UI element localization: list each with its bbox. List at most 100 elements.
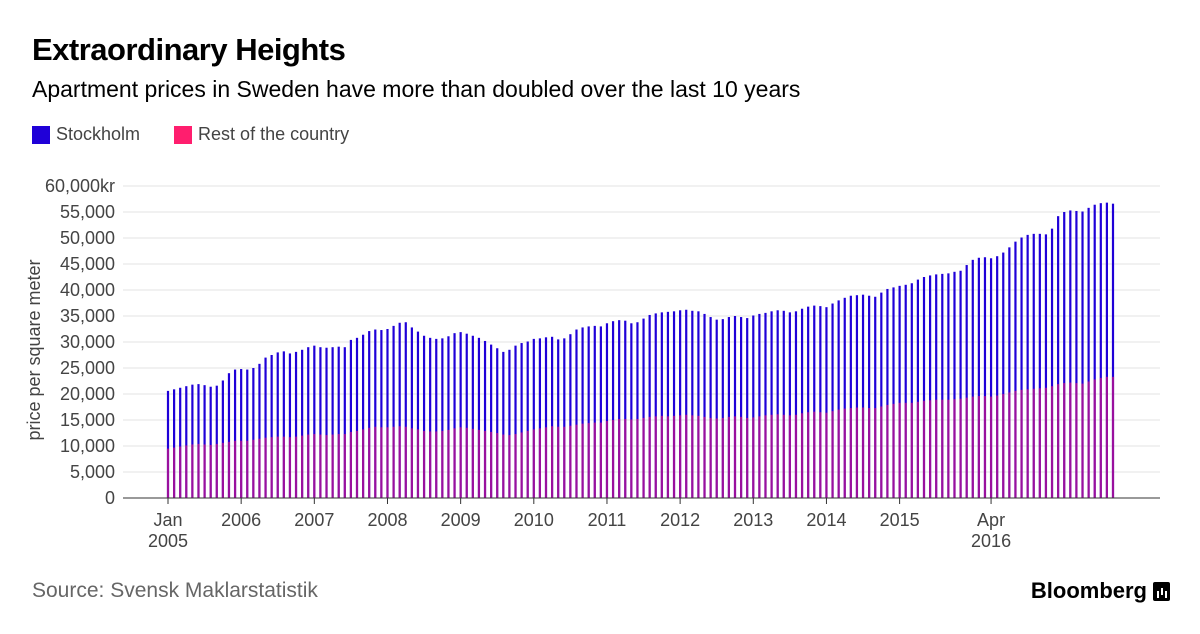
bar-rest-of-country [1075,383,1078,498]
bar-rest-of-country [1050,386,1054,498]
bar-rest-of-country [386,427,389,498]
bar-rest-of-country [447,429,450,498]
bar-stockholm [398,322,401,498]
bar-rest-of-country [270,437,273,498]
bar-rest-of-country [483,430,487,498]
bar-rest-of-country [374,426,377,498]
bar-rest-of-country [233,440,237,498]
x-tick-label: 2006 [221,510,261,530]
bar-stockholm [569,334,572,498]
bar-rest-of-country [855,407,859,498]
bar-stockholm [794,311,798,498]
bar-rest-of-country [819,412,822,498]
bar-rest-of-country [587,423,590,498]
bar-rest-of-country [1008,392,1011,498]
bar-rest-of-country [746,417,749,498]
bar-stockholm [410,327,413,498]
bar-stockholm [209,386,212,498]
bar-stockholm [282,351,285,498]
bar-stockholm [447,336,450,498]
bar-rest-of-country [983,396,987,498]
bar-rest-of-country [258,438,261,498]
bar-rest-of-country [910,402,913,498]
bar-stockholm [1032,233,1035,498]
y-tick-label: 25,000 [60,358,115,378]
bar-rest-of-country [886,404,889,498]
bar-stockholm [886,288,889,498]
bar-stockholm [386,329,389,498]
bar-rest-of-country [825,412,828,498]
brand-logo: Bloomberg [1031,578,1170,604]
bar-stockholm [185,386,188,498]
bar-rest-of-country [496,433,499,498]
bar-rest-of-country [605,421,609,498]
bar-stockholm [1081,211,1084,499]
bar-rest-of-country [459,427,462,498]
bar-rest-of-country [630,419,633,498]
bar-stockholm [996,256,999,498]
y-tick-label: 15,000 [60,410,115,430]
bar-rest-of-country [392,426,395,498]
legend-swatch-stockholm [32,125,50,144]
bar-stockholm [618,320,621,498]
bar-stockholm [313,345,316,498]
bar-stockholm [490,344,493,498]
bar-stockholm [1099,203,1102,498]
bar-stockholm [843,297,846,498]
bar-stockholm [294,351,298,498]
y-axis-title: price per square meter [24,259,44,440]
bar-stockholm [636,322,639,498]
bar-stockholm [679,310,682,498]
bar-rest-of-country [502,434,505,498]
bar-rest-of-country [935,399,938,498]
bar-rest-of-country [599,422,602,498]
bar-rest-of-country [1044,387,1048,498]
bar-rest-of-country [1038,388,1041,498]
bar-rest-of-country [349,431,353,498]
bar-stockholm [1044,234,1048,499]
bar-stockholm [685,309,688,498]
bar-stockholm [959,270,962,498]
bar-rest-of-country [721,417,724,498]
bar-stockholm [666,311,670,498]
bar-stockholm [703,313,706,498]
bar-rest-of-country [861,407,865,498]
bar-stockholm [215,385,218,498]
bar-stockholm [459,332,462,498]
bar-stockholm [874,296,877,498]
bar-stockholm [861,294,865,498]
y-tick-label: 0 [105,488,115,508]
bar-stockholm [550,336,554,498]
bar-stockholm [368,331,371,498]
bar-rest-of-country [813,411,816,498]
bar-rest-of-country [569,425,572,498]
bar-stockholm [977,257,980,498]
x-tick-label: 2015 [880,510,920,530]
bar-rest-of-country [240,440,243,498]
bar-rest-of-country [611,420,615,498]
bar-stockholm [331,347,334,498]
bar-stockholm [593,325,596,498]
bar-stockholm [233,369,237,498]
bar-rest-of-country [807,412,810,498]
bar-rest-of-country [685,414,688,498]
bar-rest-of-country [179,446,182,498]
bar-stockholm [1020,237,1023,499]
bar-stockholm [746,318,749,498]
bar-stockholm [1038,233,1041,498]
bar-stockholm [392,325,395,498]
bar-stockholm [1002,252,1005,498]
bar-stockholm [770,311,773,498]
bar-stockholm [581,327,584,498]
bar-stockholm [868,295,871,498]
bar-stockholm [660,312,663,498]
bar-rest-of-country [703,416,706,498]
bar-rest-of-country [550,426,554,498]
bar-stockholm [575,329,578,498]
x-tick-label: 2014 [806,510,846,530]
bar-rest-of-country [916,401,920,498]
bar-stockholm [1057,216,1060,498]
bar-rest-of-country [575,424,578,498]
bar-stockholm [965,265,968,498]
bar-stockholm [813,305,816,498]
